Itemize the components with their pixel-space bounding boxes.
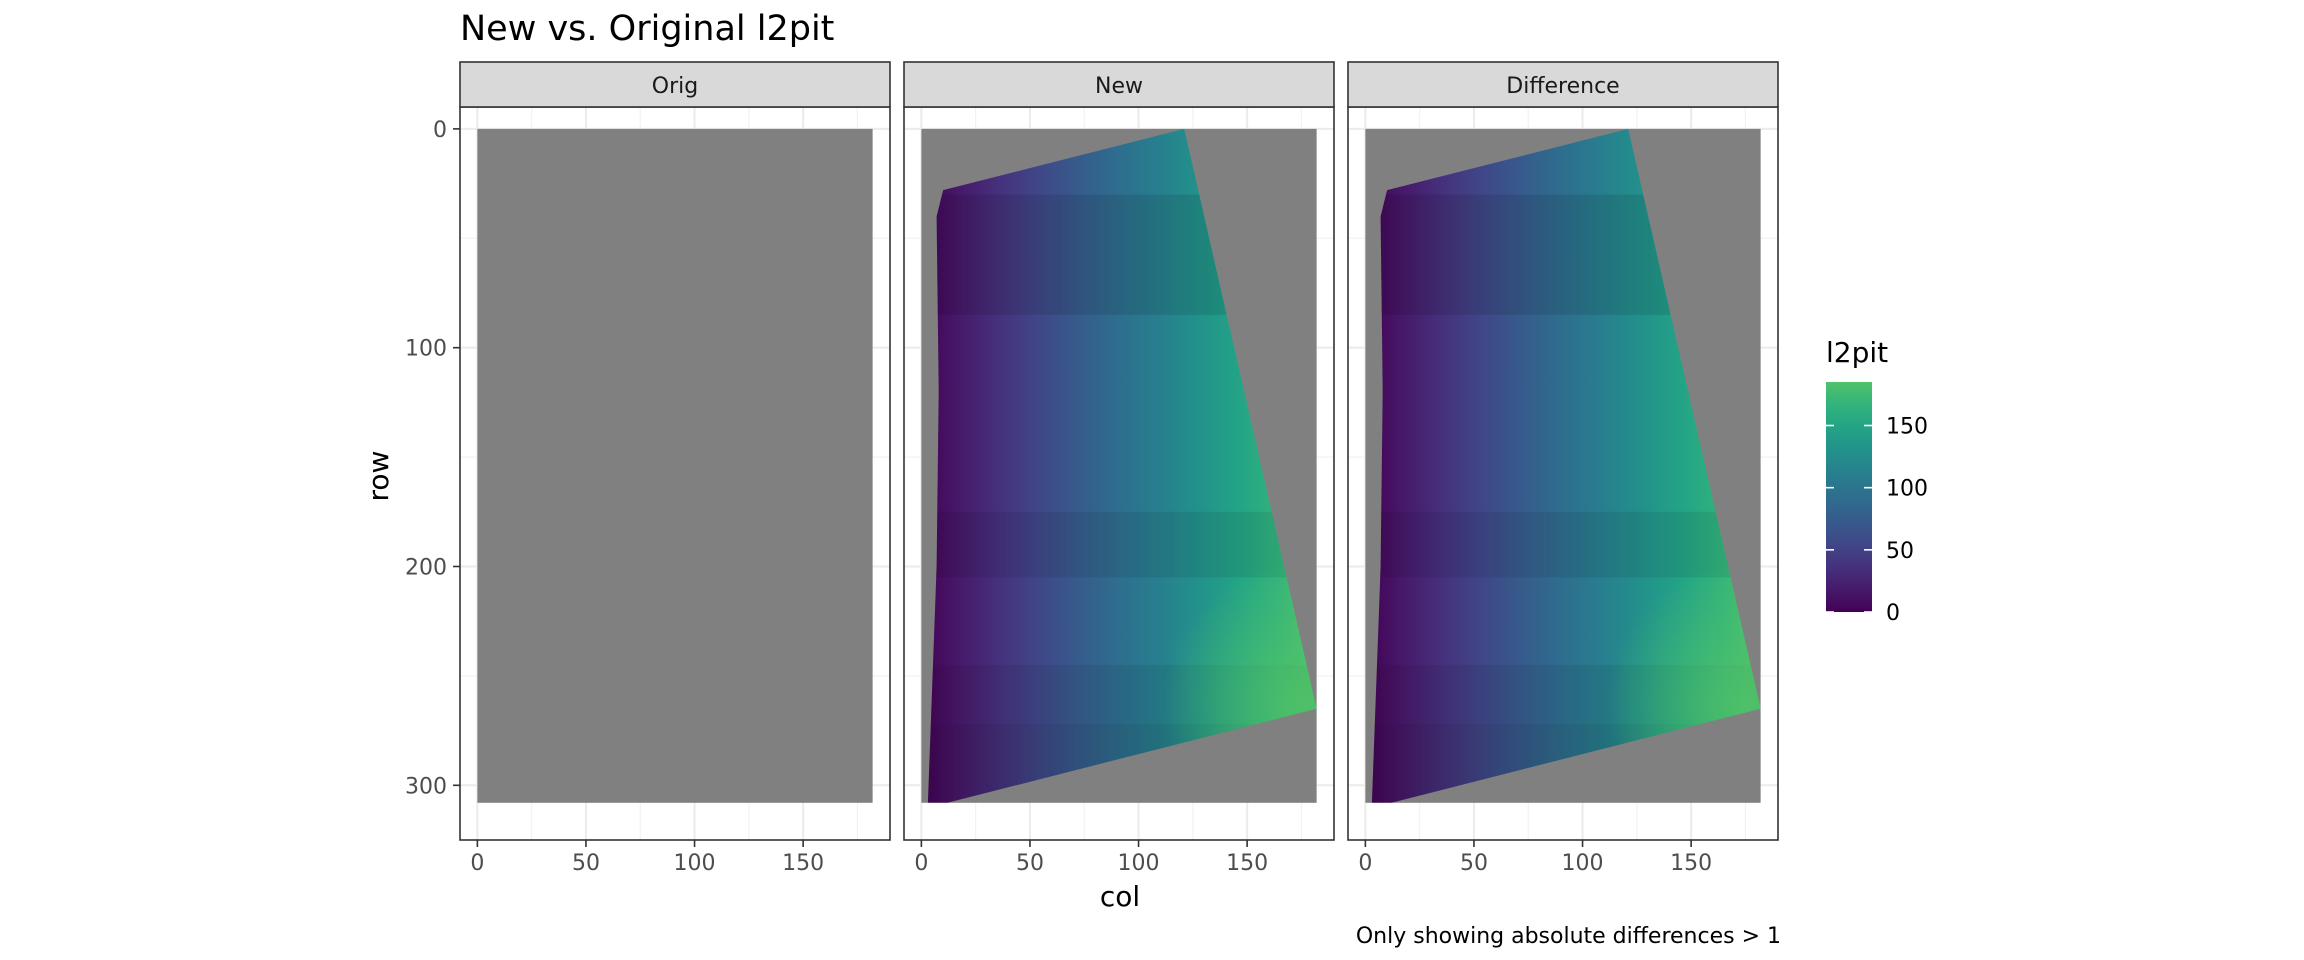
x-tick-label: 150 xyxy=(1670,851,1712,876)
x-tick-label: 100 xyxy=(674,851,716,876)
x-tick-label: 50 xyxy=(1016,851,1044,876)
facet-strip-label: New xyxy=(1095,74,1143,99)
y-tick-label: 300 xyxy=(405,774,447,799)
legend-colorbar xyxy=(1826,382,1872,612)
y-tick-label: 200 xyxy=(405,555,447,580)
facet-strip xyxy=(903,61,1335,108)
y-tick-label: 0 xyxy=(433,118,447,143)
x-axis-title: col xyxy=(1100,880,1140,913)
x-tick-label: 100 xyxy=(1118,851,1160,876)
facet-difference: Difference 0 50 100 150 xyxy=(1347,61,1779,876)
x-tick-label: 50 xyxy=(1460,851,1488,876)
chart-title: New vs. Original l2pit xyxy=(460,9,834,49)
legend-break-label: 50 xyxy=(1886,539,1914,564)
facet-new: New 0 50 100 150 xyxy=(903,61,1335,876)
facet-orig: Orig 0 50 100 150 0 100 200 300 xyxy=(405,61,891,876)
facet-strip xyxy=(1347,61,1779,108)
facet-strip-label: Difference xyxy=(1506,74,1619,99)
x-tick-label: 0 xyxy=(470,851,484,876)
legend: l2pit 0 50 100 150 xyxy=(1826,336,1928,626)
x-tick-label: 150 xyxy=(782,851,824,876)
facet-strip-label: Orig xyxy=(652,74,698,99)
legend-break-label: 0 xyxy=(1886,601,1900,626)
caption: Only showing absolute differences > 1 xyxy=(1356,924,1781,949)
legend-break-label: 150 xyxy=(1886,415,1928,440)
facet-strip xyxy=(459,61,891,108)
raster-values xyxy=(927,128,1317,803)
raster-na-area xyxy=(477,128,873,803)
x-tick-label: 0 xyxy=(1358,851,1372,876)
x-tick-label: 0 xyxy=(914,851,928,876)
x-tick-label: 50 xyxy=(572,851,600,876)
legend-break-label: 100 xyxy=(1886,477,1928,502)
x-tick-label: 150 xyxy=(1226,851,1268,876)
y-tick-label: 100 xyxy=(405,337,447,362)
x-tick-label: 100 xyxy=(1562,851,1604,876)
y-axis-title: row xyxy=(362,451,395,502)
legend-title: l2pit xyxy=(1826,336,1888,369)
